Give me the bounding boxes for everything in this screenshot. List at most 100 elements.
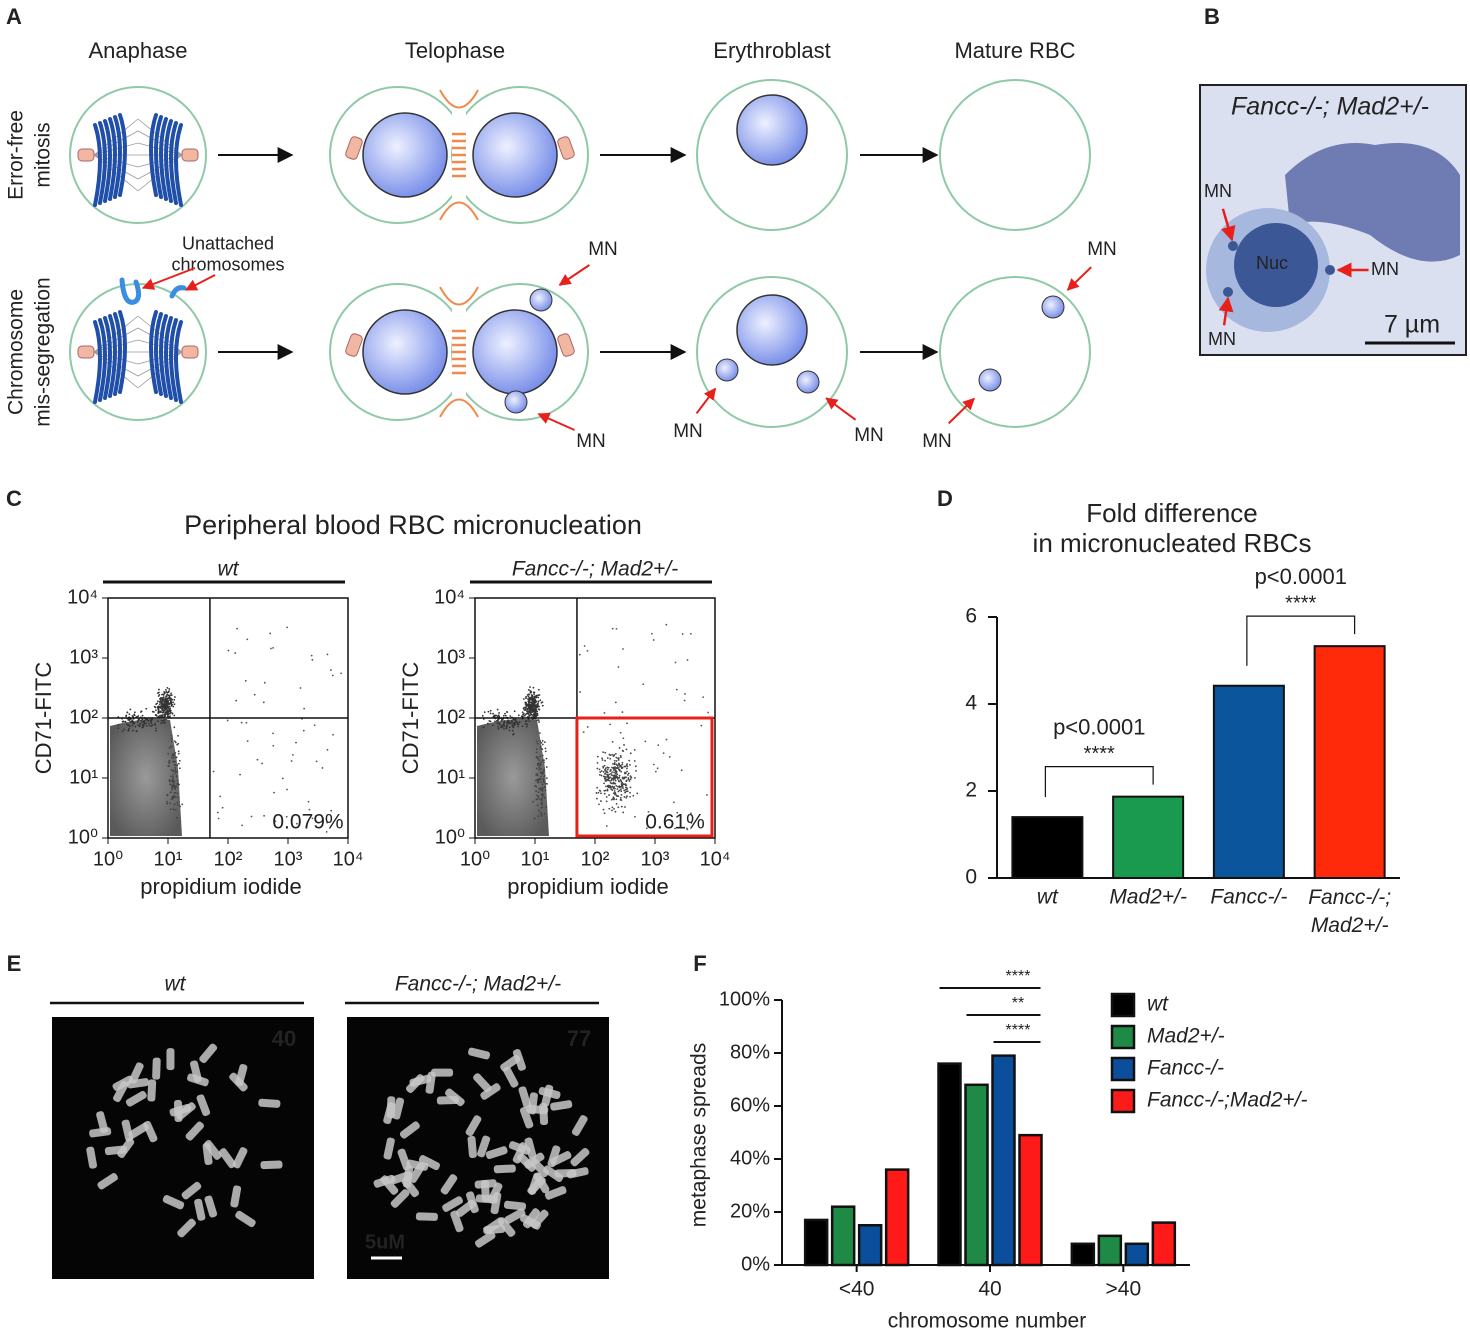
- event-dot: [513, 710, 516, 713]
- chromosome: [440, 1174, 458, 1195]
- nucleus: [736, 294, 808, 366]
- event-dot: [629, 786, 632, 789]
- event-dot: [613, 759, 616, 762]
- event-dot: [539, 699, 542, 702]
- event-dot: [633, 760, 636, 762]
- event-dot: [166, 691, 169, 694]
- event-dot: [498, 723, 501, 726]
- event-dot: [613, 807, 615, 810]
- event-dot: [540, 761, 543, 763]
- text-line: Unattached: [182, 233, 274, 253]
- pointer: [141, 267, 196, 290]
- event-dot: [644, 740, 647, 743]
- event-dot: [160, 719, 163, 722]
- event-dot: [540, 701, 543, 704]
- event-dot: [621, 763, 624, 766]
- y-tick-label: 10⁴: [434, 586, 465, 608]
- bar: [1018, 1133, 1043, 1267]
- event-dot: [138, 724, 141, 726]
- bar: [884, 1168, 910, 1267]
- chromosome: [89, 1127, 112, 1138]
- event-dot: [163, 722, 166, 725]
- event-dot: [536, 772, 539, 775]
- event-dot: [537, 781, 540, 783]
- event-dot: [634, 815, 636, 818]
- event-dot: [602, 770, 605, 773]
- event-dot: [527, 695, 530, 698]
- event-dot: [612, 787, 615, 790]
- event-dot: [331, 674, 334, 677]
- event-dot: [608, 773, 610, 776]
- chromosome: [508, 1141, 531, 1155]
- event-dot: [615, 784, 618, 787]
- chromosome: [169, 121, 178, 205]
- event-dot: [612, 782, 614, 785]
- chromosome: [468, 1047, 491, 1060]
- event-dot: [604, 789, 607, 792]
- event-dot: [157, 695, 160, 697]
- event-dot: [539, 811, 542, 814]
- event-dot: [274, 820, 277, 823]
- event-dot: [142, 720, 145, 723]
- event-dot: [154, 706, 157, 709]
- event-dot: [540, 807, 543, 809]
- event-dot: [525, 709, 527, 711]
- chromosome: [232, 1147, 248, 1169]
- event-dot: [134, 725, 137, 728]
- centrosome: [181, 148, 199, 162]
- mn-label: MN: [673, 421, 703, 442]
- chromosome: [147, 1079, 157, 1102]
- chromosome: [166, 1048, 175, 1071]
- event-dot: [532, 800, 535, 803]
- event-dot: [503, 723, 505, 725]
- event-dot: [650, 632, 653, 635]
- event-dot: [263, 681, 266, 684]
- event-dot: [617, 795, 620, 798]
- event-dot: [537, 696, 540, 699]
- event-dot: [622, 648, 624, 650]
- x-tick-label: 10⁴: [333, 848, 364, 870]
- centrosome: [557, 333, 575, 357]
- event-dot: [148, 724, 151, 727]
- event-dot: [625, 780, 628, 783]
- chromosome: [500, 1054, 521, 1072]
- text-line: mis-segregation: [31, 277, 54, 426]
- event-dot: [543, 796, 546, 799]
- event-dot: [527, 700, 530, 703]
- chromosome: [125, 1090, 147, 1107]
- event-dot: [656, 767, 659, 770]
- event-dot: [603, 812, 606, 815]
- event-dot: [604, 778, 607, 780]
- event-dot: [141, 723, 144, 726]
- event-dot: [165, 700, 168, 703]
- event-dot: [299, 687, 302, 689]
- event-dot: [227, 649, 230, 652]
- chromosome: [542, 1165, 564, 1183]
- event-dot: [495, 714, 498, 717]
- event-dot: [217, 811, 219, 814]
- event-dot: [539, 745, 542, 748]
- event-dot: [302, 729, 305, 732]
- karyotype-title: wt: [165, 973, 187, 996]
- event-dot: [541, 796, 544, 798]
- chromosome: [397, 1148, 411, 1171]
- event-dot: [157, 708, 160, 711]
- event-dot: [619, 778, 622, 781]
- chromosome: [547, 1145, 561, 1168]
- chromosome: [154, 115, 163, 199]
- chromosome: [442, 1196, 464, 1212]
- mn-label: MN: [1371, 259, 1399, 279]
- pointer: [558, 264, 590, 286]
- event-dot: [706, 794, 708, 796]
- event-dot: [683, 699, 686, 702]
- event-dot: [150, 725, 153, 727]
- event-dot: [541, 787, 544, 790]
- y-axis-label: metaphase spreads: [688, 1043, 711, 1227]
- event-dot: [496, 708, 499, 711]
- centrosome: [77, 148, 95, 162]
- bar: [1097, 1234, 1123, 1267]
- event-dot: [170, 756, 173, 759]
- event-dot: [524, 701, 527, 704]
- pointer: [1218, 296, 1234, 326]
- chromosome: [185, 1121, 204, 1141]
